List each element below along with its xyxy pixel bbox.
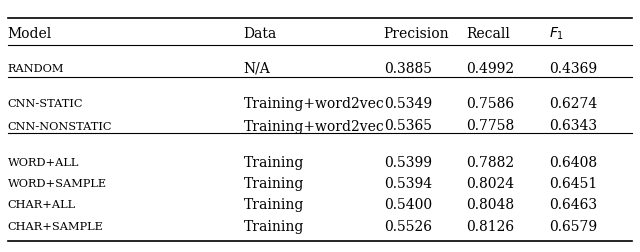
Text: 0.4369: 0.4369 <box>549 62 598 76</box>
Text: 0.6408: 0.6408 <box>549 155 598 169</box>
Text: Precision: Precision <box>384 27 449 41</box>
Text: 0.8126: 0.8126 <box>467 219 515 233</box>
Text: 0.7882: 0.7882 <box>467 155 515 169</box>
Text: N/A: N/A <box>244 62 270 76</box>
Text: 0.4992: 0.4992 <box>467 62 515 76</box>
Text: Training+word2vec: Training+word2vec <box>244 119 384 133</box>
Text: WORD+SAMPLE: WORD+SAMPLE <box>8 178 107 188</box>
Text: 0.5526: 0.5526 <box>384 219 432 233</box>
Text: Training: Training <box>244 176 304 190</box>
Text: Model: Model <box>8 27 52 41</box>
Text: 0.5394: 0.5394 <box>384 176 432 190</box>
Text: Training: Training <box>244 219 304 233</box>
Text: Training+word2vec: Training+word2vec <box>244 97 384 111</box>
Text: CNN-NONSTATIC: CNN-NONSTATIC <box>8 121 112 131</box>
Text: 0.6463: 0.6463 <box>549 198 598 211</box>
Text: 0.5349: 0.5349 <box>384 97 432 111</box>
Text: 0.7586: 0.7586 <box>467 97 515 111</box>
Text: 0.5365: 0.5365 <box>384 119 432 133</box>
Text: CHAR+ALL: CHAR+ALL <box>8 200 76 209</box>
Text: 0.6274: 0.6274 <box>549 97 598 111</box>
Text: 0.6343: 0.6343 <box>549 119 598 133</box>
Text: 0.5399: 0.5399 <box>384 155 432 169</box>
Text: Recall: Recall <box>467 27 511 41</box>
Text: RANDOM: RANDOM <box>8 64 64 74</box>
Text: 0.3885: 0.3885 <box>384 62 432 76</box>
Text: 0.8024: 0.8024 <box>467 176 515 190</box>
Text: Training: Training <box>244 198 304 211</box>
Text: CNN-STATIC: CNN-STATIC <box>8 99 83 109</box>
Text: 0.7758: 0.7758 <box>467 119 515 133</box>
Text: 0.8048: 0.8048 <box>467 198 515 211</box>
Text: $F_1$: $F_1$ <box>549 26 564 42</box>
Text: Training: Training <box>244 155 304 169</box>
Text: 0.5400: 0.5400 <box>384 198 432 211</box>
Text: 0.6451: 0.6451 <box>549 176 598 190</box>
Text: Data: Data <box>244 27 276 41</box>
Text: 0.6579: 0.6579 <box>549 219 598 233</box>
Text: WORD+ALL: WORD+ALL <box>8 157 79 167</box>
Text: CHAR+SAMPLE: CHAR+SAMPLE <box>8 221 104 231</box>
